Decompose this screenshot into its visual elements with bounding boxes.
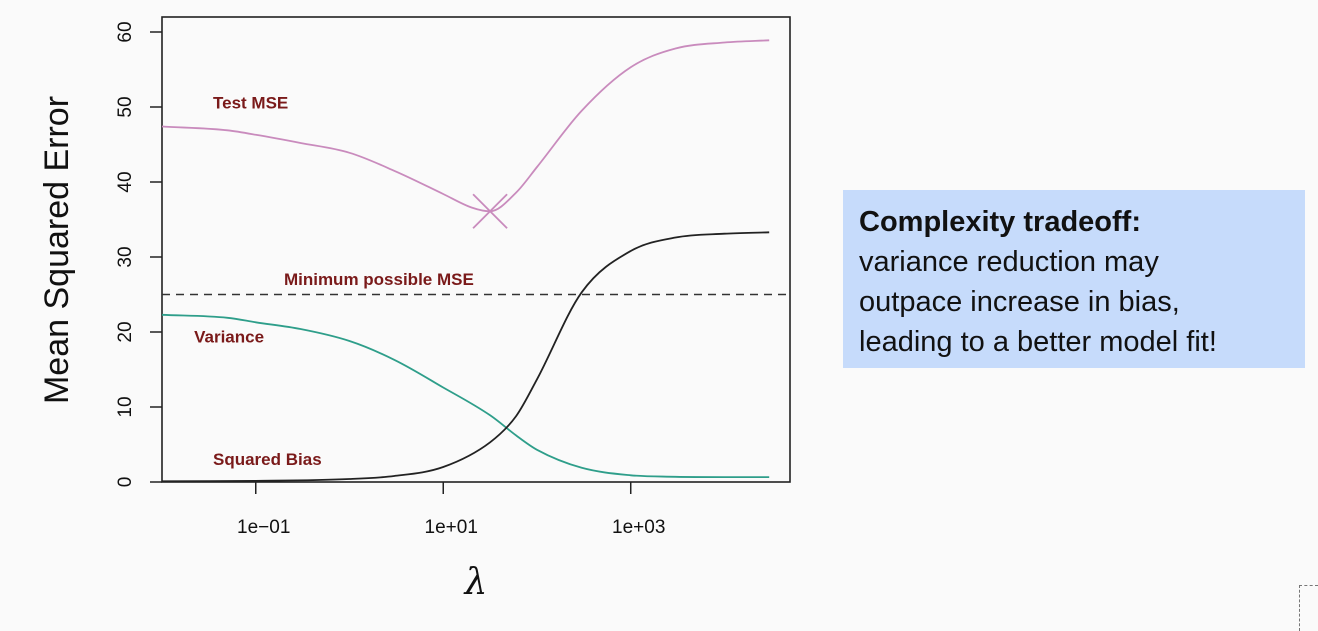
y-tick-label: 50 bbox=[115, 96, 136, 117]
callout-line-1: variance reduction may bbox=[859, 246, 1159, 278]
x-tick-label: 1e−01 bbox=[237, 517, 290, 538]
variance-label: Variance bbox=[194, 328, 264, 347]
complexity-callout: Complexity tradeoff: variance reduction … bbox=[843, 190, 1305, 368]
test-mse-minimum-marker bbox=[472, 193, 508, 229]
test-mse-line bbox=[161, 39, 770, 213]
test-mse-label: Test MSE bbox=[213, 94, 288, 113]
minimum-mse-label: Minimum possible MSE bbox=[284, 270, 474, 289]
mse-chart: 1e−01 1e+01 1e+03 0 10 20 30 40 50 60 Test MSE Min… bbox=[38, 16, 791, 603]
squared-bias-line bbox=[161, 231, 770, 483]
x-tick-label: 1e+01 bbox=[425, 517, 478, 538]
plot-frame bbox=[161, 16, 791, 483]
x-axis-title: λ bbox=[463, 562, 488, 603]
y-tick-label: 10 bbox=[115, 396, 136, 417]
squared-bias-label: Squared Bias bbox=[213, 450, 322, 469]
callout-line-3: leading to a better model fit! bbox=[859, 326, 1217, 358]
y-tick-label: 30 bbox=[115, 246, 136, 267]
y-axis-title: Mean Squared Error bbox=[38, 96, 76, 404]
y-tick-label: 40 bbox=[115, 171, 136, 192]
x-tick-label: 1e+03 bbox=[612, 517, 665, 538]
minimum-marker-stroke bbox=[472, 193, 508, 229]
callout-line-2: outpace increase in bias, bbox=[859, 286, 1180, 318]
y-tick-label: 20 bbox=[115, 321, 136, 342]
y-tick-label: 60 bbox=[115, 21, 136, 42]
y-tick-label: 0 bbox=[115, 477, 136, 488]
callout-heading: Complexity tradeoff: bbox=[859, 206, 1141, 238]
selection-corner-marker bbox=[1299, 585, 1318, 631]
variance-line bbox=[161, 313, 770, 478]
